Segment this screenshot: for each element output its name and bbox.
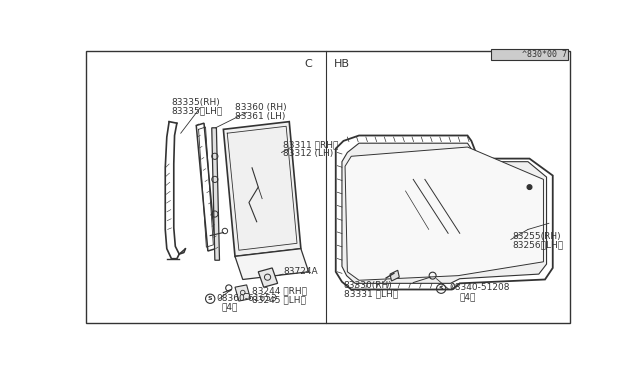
Text: S: S (439, 286, 444, 291)
Text: C: C (305, 59, 312, 69)
Text: 83331 〈LH〉: 83331 〈LH〉 (344, 290, 397, 299)
Text: 83335(RH): 83335(RH) (172, 98, 220, 107)
Text: 83245 〈LH〉: 83245 〈LH〉 (252, 295, 306, 304)
Text: 83256〈LH〉: 83256〈LH〉 (513, 240, 564, 249)
Text: 83724A: 83724A (284, 267, 319, 276)
Text: S: S (208, 296, 212, 301)
Text: 83255(RH): 83255(RH) (513, 232, 561, 241)
Polygon shape (235, 285, 250, 301)
Text: ^830*00 7: ^830*00 7 (522, 50, 566, 59)
Polygon shape (223, 122, 301, 256)
Polygon shape (345, 147, 543, 280)
Polygon shape (212, 128, 220, 260)
Polygon shape (259, 268, 278, 287)
Text: 08340-51208: 08340-51208 (449, 283, 509, 292)
Text: 83361 (LH): 83361 (LH) (235, 112, 285, 121)
Text: 〈4〉: 〈4〉 (221, 303, 237, 312)
Text: 83312 (LH): 83312 (LH) (283, 149, 333, 158)
Polygon shape (390, 270, 399, 281)
Text: 83330(RH): 83330(RH) (344, 281, 392, 290)
Text: 〈4〉: 〈4〉 (460, 292, 476, 301)
Polygon shape (196, 123, 216, 251)
Text: 08360-61653: 08360-61653 (216, 294, 277, 303)
Polygon shape (336, 135, 553, 289)
Polygon shape (342, 143, 547, 283)
Text: 83335〈LH〉: 83335〈LH〉 (172, 106, 223, 115)
Circle shape (527, 185, 532, 189)
Text: 83244 〈RH〉: 83244 〈RH〉 (252, 286, 307, 295)
Polygon shape (235, 249, 308, 279)
Text: HB: HB (334, 59, 350, 69)
Text: 83360 (RH): 83360 (RH) (235, 103, 287, 112)
Bar (491, 49, 568, 60)
Text: 83311 〈RH〉: 83311 〈RH〉 (283, 140, 339, 149)
